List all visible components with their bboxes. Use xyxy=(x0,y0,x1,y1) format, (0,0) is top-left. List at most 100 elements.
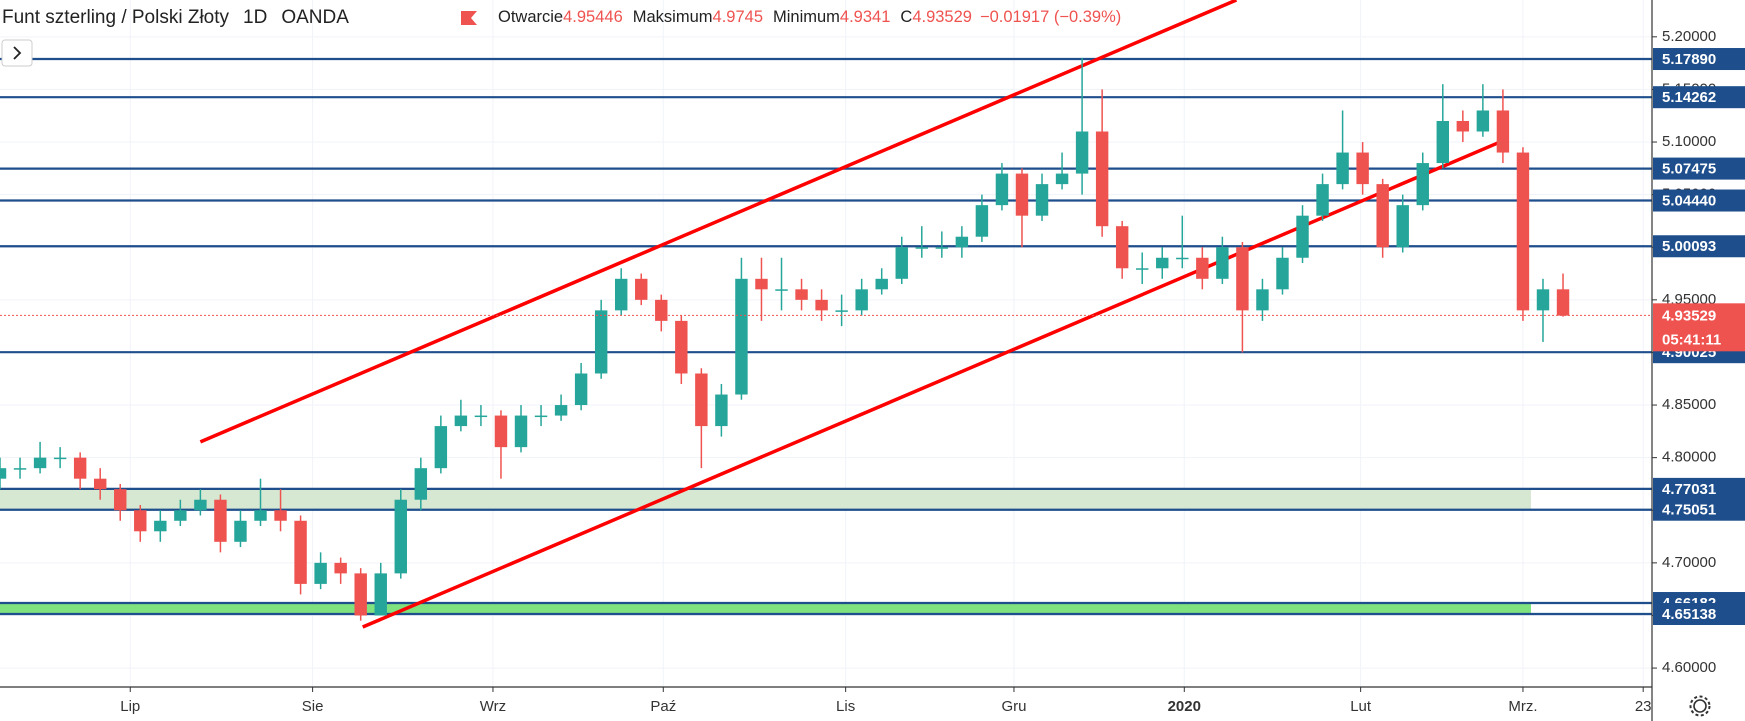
x-tick-label: Lis xyxy=(836,698,855,715)
level-label: 5.07475 xyxy=(1662,161,1716,178)
level-label: 5.00093 xyxy=(1662,238,1716,255)
expand-button-icon[interactable] xyxy=(13,46,22,60)
level-label: 4.75051 xyxy=(1662,502,1716,519)
x-tick-label: Lip xyxy=(120,698,140,715)
trendline xyxy=(362,138,1506,629)
candle-body xyxy=(755,278,768,290)
candle-body xyxy=(695,373,708,427)
candle-body xyxy=(414,468,428,500)
candle-body xyxy=(1556,289,1570,316)
source: OANDA xyxy=(281,7,349,28)
candle-body xyxy=(1095,131,1109,227)
settings-icon[interactable] xyxy=(1693,699,1707,713)
countdown: 05:41:11 xyxy=(1662,331,1721,348)
candle-body xyxy=(234,520,247,542)
candle-body xyxy=(915,247,928,249)
y-tick-label: 5.10000 xyxy=(1662,133,1716,150)
candle-body xyxy=(574,373,588,406)
candle-body xyxy=(93,478,107,490)
candle-body xyxy=(1236,247,1249,311)
candle-body xyxy=(1276,257,1289,290)
candle-body xyxy=(1496,110,1510,153)
candle-body xyxy=(154,520,167,532)
x-tick-label: Mrz. xyxy=(1508,698,1537,715)
candle-body xyxy=(1316,184,1329,216)
ohlc-value: 4.95446 xyxy=(563,8,623,26)
level-label-box xyxy=(1653,157,1745,180)
candle-body xyxy=(1476,110,1490,132)
level-label: 5.17890 xyxy=(1662,51,1716,68)
last-price-box xyxy=(1653,303,1745,352)
settings-icon-ring[interactable] xyxy=(1689,695,1711,717)
candle-body xyxy=(13,468,27,470)
candle-body xyxy=(795,289,808,300)
candle-body xyxy=(134,510,147,532)
x-tick-label: Wrz xyxy=(480,698,506,715)
candle-body xyxy=(534,415,548,418)
level-label-box xyxy=(1653,235,1745,258)
candle-body xyxy=(735,278,748,395)
expand-button-box[interactable] xyxy=(1,39,33,67)
x-tick-label: 2020 xyxy=(1168,698,1201,715)
candle-body xyxy=(875,278,888,290)
candle-body xyxy=(1256,289,1269,311)
candle-body xyxy=(494,415,508,448)
candle-body xyxy=(715,394,728,427)
ohlc-value: 4.93529 xyxy=(912,8,972,26)
candle-body xyxy=(655,299,668,321)
candle-body xyxy=(975,205,989,237)
candle-body xyxy=(1055,173,1069,185)
x-tick-label: Gru xyxy=(1001,698,1026,715)
x-tick-label: Sie xyxy=(302,698,324,715)
candle-body xyxy=(635,278,648,300)
zone xyxy=(0,488,1531,510)
time-axis xyxy=(0,687,1652,721)
candle-body xyxy=(1336,152,1349,185)
level-label: 4.77031 xyxy=(1662,481,1716,498)
level-label-box xyxy=(1653,48,1745,71)
candle-body xyxy=(1075,131,1089,174)
candle-body xyxy=(995,173,1009,206)
candle-body xyxy=(1376,184,1389,248)
candle-body xyxy=(274,510,287,521)
level-label-box xyxy=(1653,477,1745,500)
level-label-box xyxy=(1653,498,1745,521)
candle-body xyxy=(594,310,608,374)
x-tick-label: Paź xyxy=(650,698,676,715)
candle-body xyxy=(254,510,267,521)
ohlc-label: C xyxy=(900,8,912,26)
candle-body xyxy=(334,562,347,574)
candle-body xyxy=(1456,120,1470,132)
candle-body xyxy=(935,247,949,249)
flag-icon xyxy=(461,11,477,25)
level-label-box xyxy=(1653,189,1745,212)
candle-body xyxy=(835,310,848,312)
candle-body xyxy=(1196,257,1209,279)
candle-body xyxy=(614,278,628,311)
candle-body xyxy=(114,489,127,511)
symbol-title: Funt szterling / Polski Złoty xyxy=(2,7,230,28)
candle-body xyxy=(554,405,568,416)
candle-body xyxy=(53,457,67,460)
level-label-box xyxy=(1653,603,1745,626)
header: Funt szterling / Polski Złoty 1D OANDA xyxy=(2,7,349,28)
candle-body xyxy=(1136,268,1149,270)
candle-body xyxy=(294,520,307,584)
candle-body xyxy=(1296,215,1309,258)
ohlc-value: 4.9745 xyxy=(713,8,763,26)
candle-body xyxy=(775,289,788,291)
candle-body xyxy=(1156,257,1169,269)
candle-body xyxy=(1436,120,1450,164)
ohlc-label: Minimum xyxy=(773,8,840,26)
ohlc-change: −0.01917 (−0.39%) xyxy=(980,8,1121,26)
expand-button[interactable] xyxy=(1,39,33,67)
candle-body xyxy=(815,299,828,311)
candle-body xyxy=(895,247,908,279)
y-tick-label: 4.80000 xyxy=(1662,449,1716,466)
settings-button[interactable] xyxy=(1689,695,1711,717)
candle-body xyxy=(675,320,688,374)
candle-body xyxy=(1216,247,1229,279)
candle-body xyxy=(474,415,488,418)
